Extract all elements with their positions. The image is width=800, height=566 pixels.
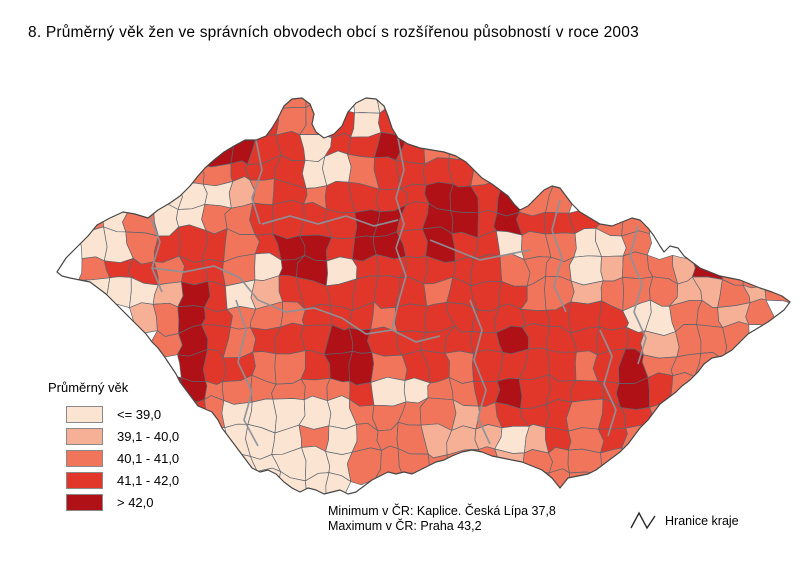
legend-item: 39,1 - 40,0: [46, 425, 179, 447]
min-max-notes: Minimum v ČR: Kaplice. Česká Lípa 37,8 M…: [328, 504, 556, 534]
zigzag-line-icon: [630, 511, 656, 530]
legend-item: <= 39,0: [46, 403, 179, 425]
legend-item: > 42,0: [46, 491, 179, 513]
legend-item: 40,1 - 41,0: [46, 447, 179, 469]
legend: Průměrný věk <= 39,0 39,1 - 40,0 40,1 - …: [46, 380, 179, 513]
legend-label-class3: 41,1 - 42,0: [117, 472, 180, 488]
note-minimum: Minimum v ČR: Kaplice. Česká Lípa 37,8: [328, 504, 556, 518]
legend-swatch-class1: [66, 427, 103, 445]
note-maximum: Maximum v ČR: Praha 43,2: [328, 519, 482, 533]
map-title: 8. Průměrný věk žen ve správních obvodec…: [28, 24, 639, 41]
legend-swatch-class2: [66, 449, 103, 467]
legend-label-class4: > 42,0: [117, 494, 154, 510]
legend-title: Průměrný věk: [48, 380, 129, 395]
legend-label-class0: <= 39,0: [117, 406, 162, 422]
legend-swatch-class3: [66, 471, 103, 489]
kraj-boundary-label: Hranice kraje: [665, 514, 739, 528]
legend-swatch-class0: [66, 405, 103, 423]
legend-item: 41,1 - 42,0: [46, 469, 179, 491]
kraj-boundary-legend: Hranice kraje: [629, 509, 739, 533]
legend-label-class2: 40,1 - 41,0: [117, 450, 180, 466]
legend-label-class1: 39,1 - 40,0: [117, 428, 180, 444]
legend-swatch-class4: [66, 493, 103, 511]
